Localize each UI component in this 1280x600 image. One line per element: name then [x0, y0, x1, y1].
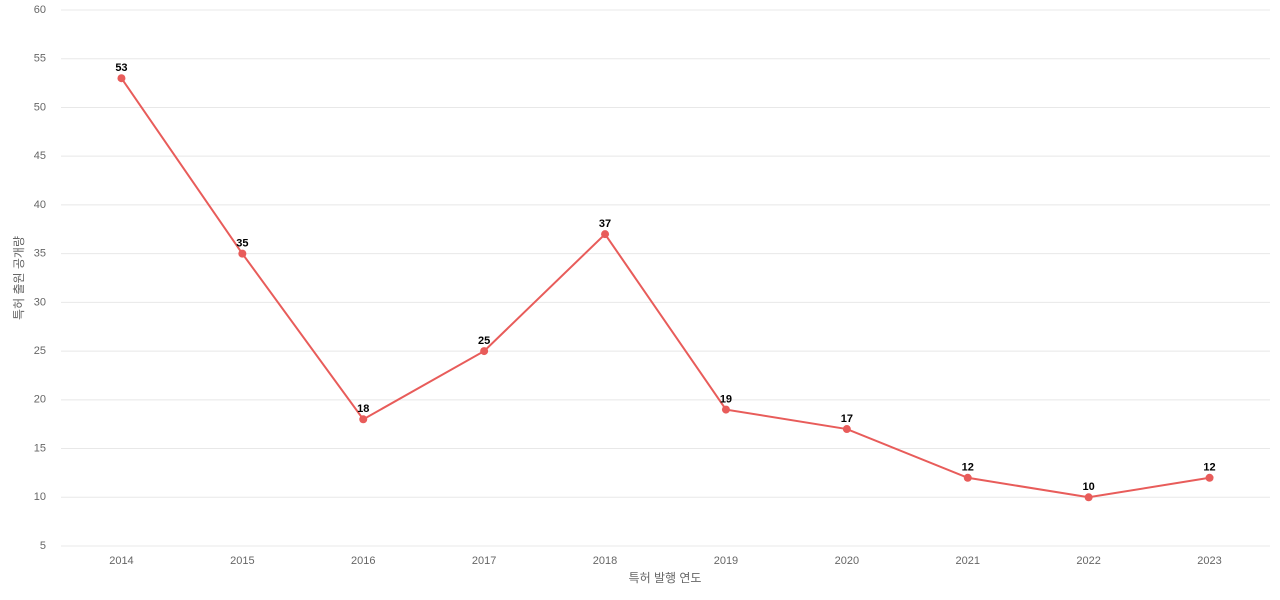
y-tick-label: 45 [34, 150, 46, 162]
point [842, 425, 851, 434]
value-label: 12 [1203, 462, 1215, 474]
point [963, 473, 972, 482]
value-label: 10 [1083, 481, 1095, 493]
y-tick-label: 20 [34, 394, 46, 406]
y-tick-label: 60 [34, 4, 46, 16]
x-tick-label: 2016 [351, 555, 375, 567]
point [721, 405, 730, 414]
value-label: 37 [599, 218, 611, 230]
x-tick-label: 2023 [1197, 555, 1221, 567]
line [120, 77, 1210, 499]
value-label: 19 [720, 393, 732, 405]
y-axis-title: 특허 출원 공개량 [12, 236, 26, 320]
y-tick-label: 15 [34, 442, 46, 454]
y-tick-label: 30 [34, 296, 46, 308]
y-tick-label: 50 [34, 101, 46, 113]
value-label: 25 [478, 335, 490, 347]
x-tick-label: 2017 [472, 555, 496, 567]
y-tick-label: 55 [34, 53, 46, 65]
value-label: 35 [236, 238, 248, 250]
y-tick-label: 35 [34, 248, 46, 260]
x-axis-title: 특허 발행 연도 [629, 570, 702, 585]
point [601, 230, 610, 239]
y-tick-label: 25 [34, 345, 46, 357]
y-tick-label: 10 [34, 491, 46, 503]
x-tick-label: 2019 [714, 555, 738, 567]
x-tick-label: 2021 [956, 555, 980, 567]
point [480, 347, 489, 356]
point [359, 415, 368, 424]
value-label: 53 [115, 62, 127, 74]
x-tick-label: 2020 [835, 555, 859, 567]
x-tick-label: 2015 [230, 555, 254, 567]
value-label: 12 [962, 462, 974, 474]
x-tick-label: 2018 [593, 555, 617, 567]
point [1084, 493, 1093, 502]
point [238, 249, 247, 258]
point [1205, 473, 1214, 482]
point [117, 74, 126, 83]
y-tick-label: 40 [34, 199, 46, 211]
y-tick-label: 5 [40, 540, 46, 552]
value-label: 18 [357, 403, 369, 415]
value-label: 17 [841, 413, 853, 425]
x-tick-label: 2022 [1076, 555, 1100, 567]
x-tick-label: 2014 [109, 555, 133, 567]
